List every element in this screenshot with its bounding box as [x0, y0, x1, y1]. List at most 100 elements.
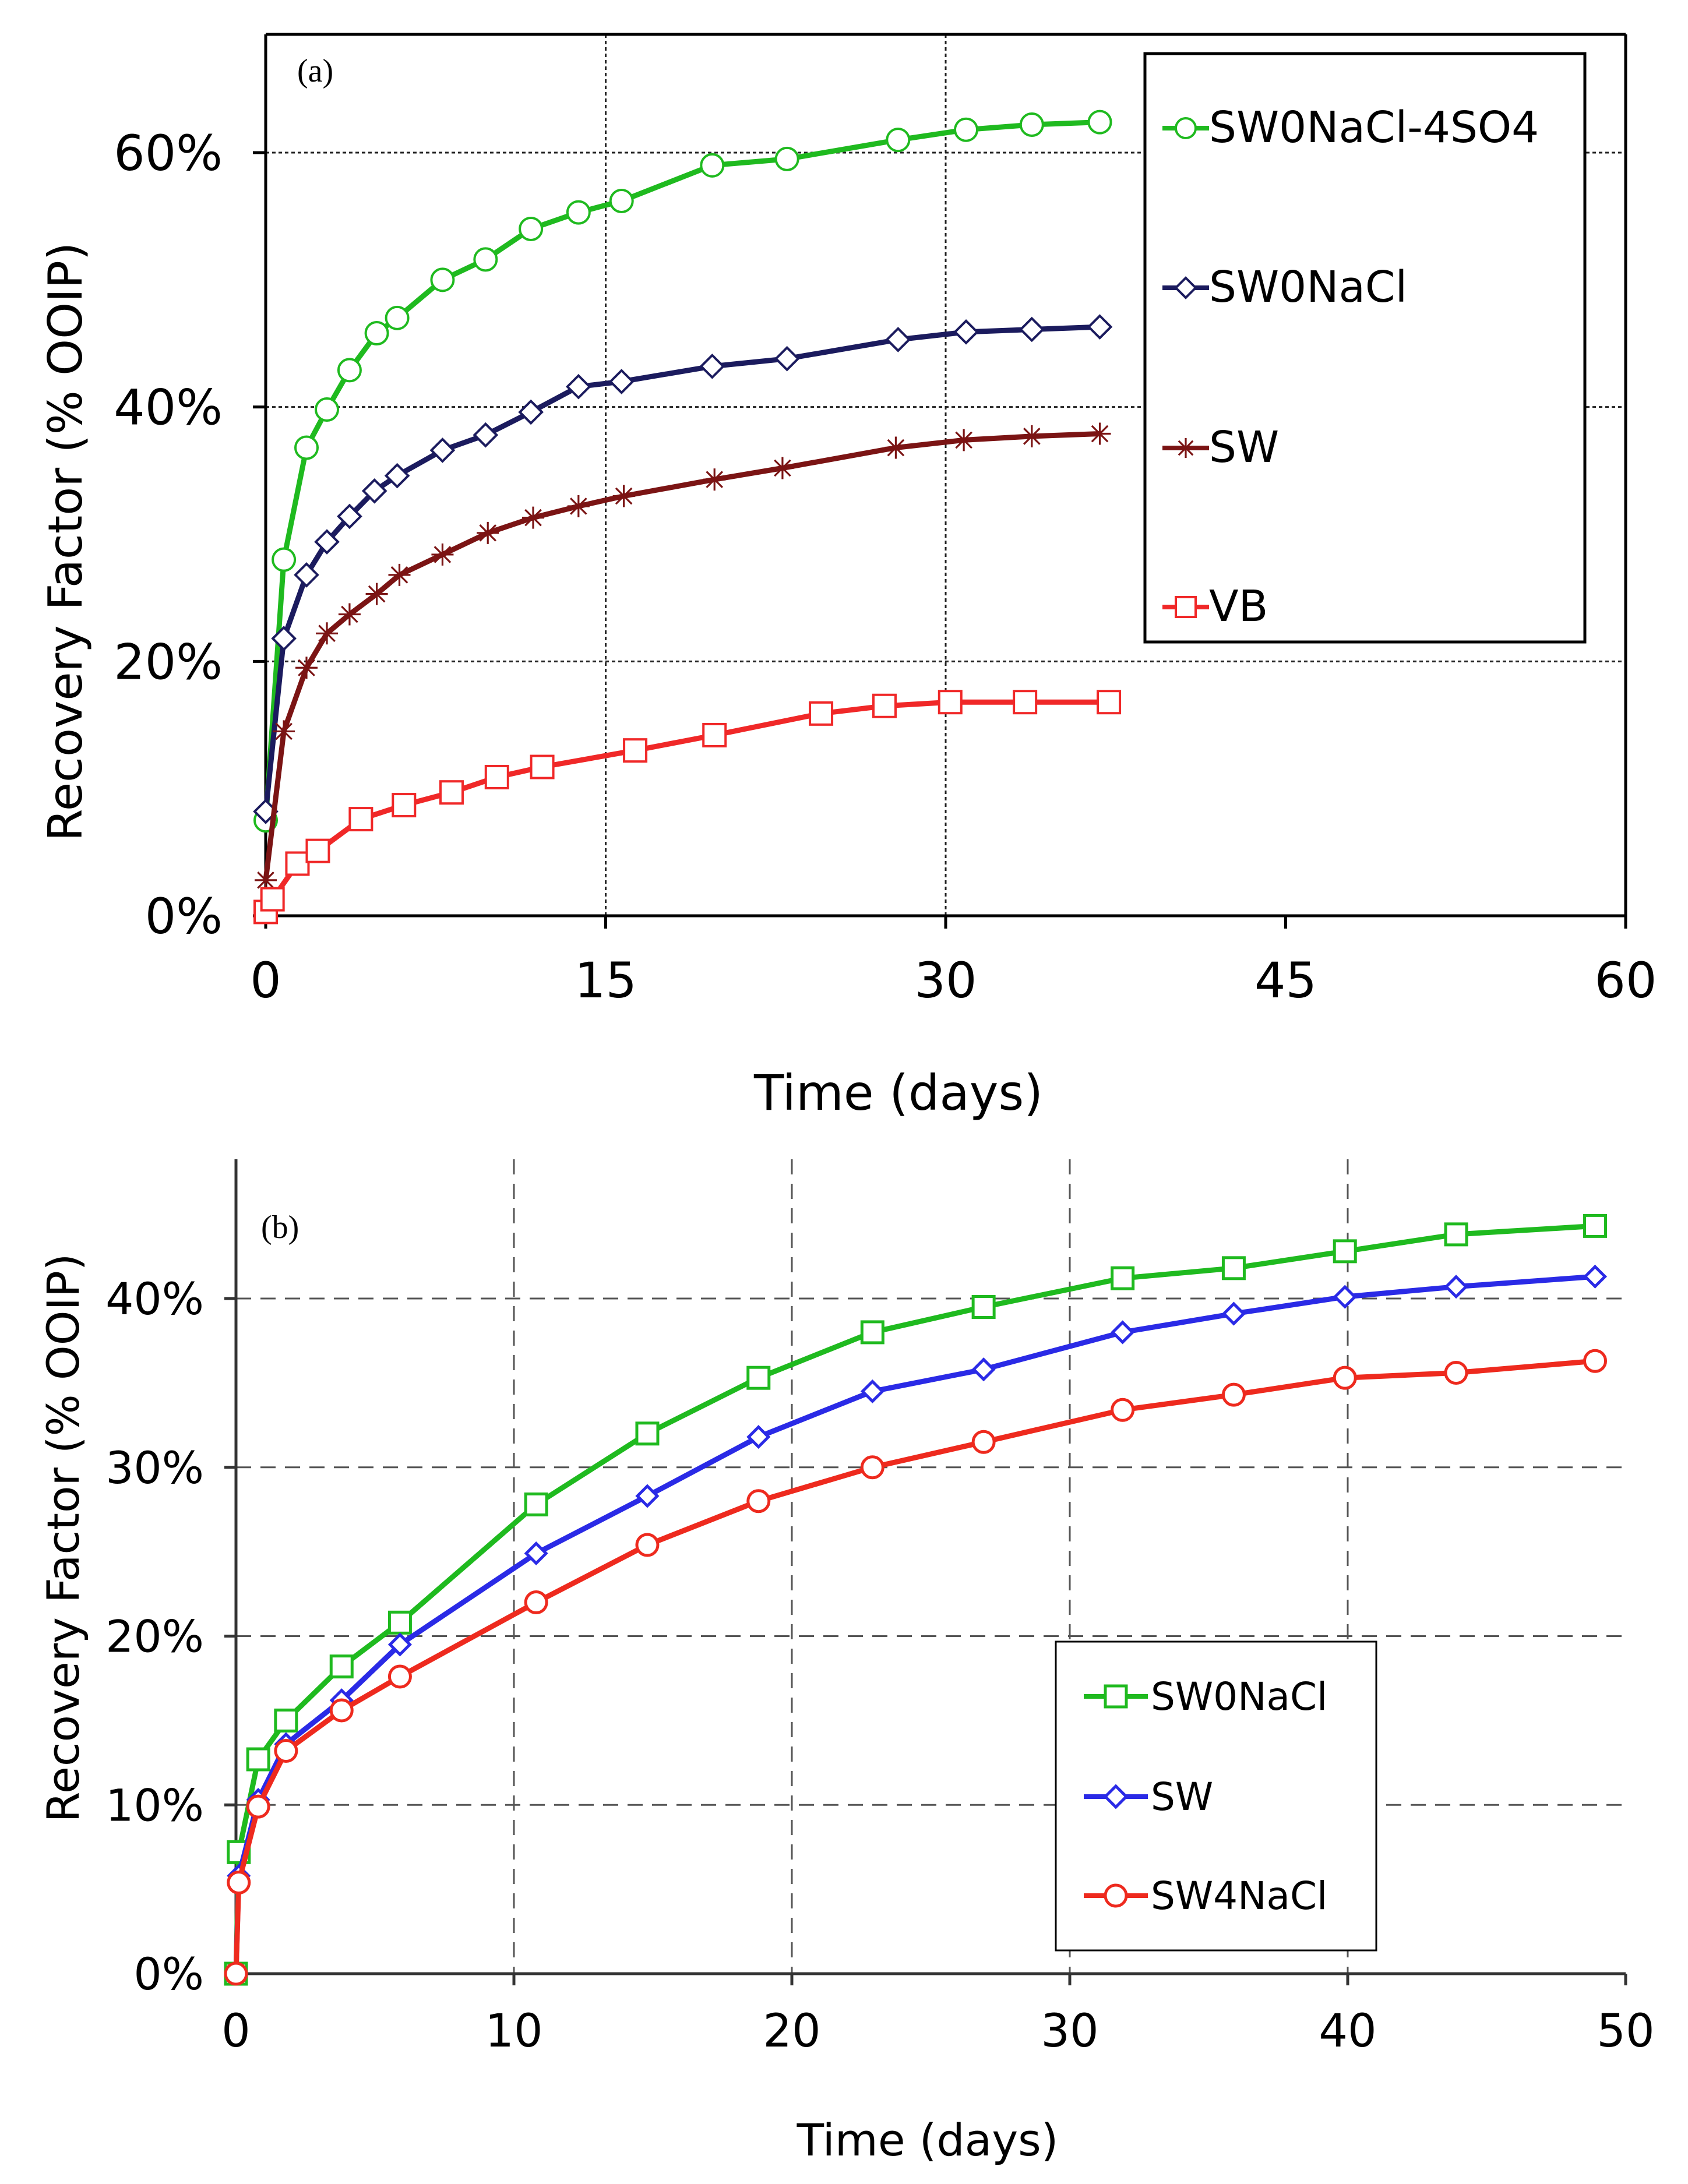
x-tick-label: 0 — [250, 952, 281, 1009]
x-tick-label: 15 — [575, 952, 637, 1009]
data-point — [872, 693, 897, 718]
data-point — [1020, 425, 1043, 447]
data-point — [1221, 1301, 1246, 1326]
data-point — [703, 468, 726, 491]
y-tick-label: 20% — [114, 633, 223, 690]
data-point — [314, 529, 340, 555]
data-point — [260, 887, 285, 912]
data-point — [860, 1320, 884, 1345]
series-vb — [253, 690, 1122, 925]
y-axis-label-a: Recovery Factor (% OOIP) — [38, 242, 93, 841]
data-point — [1221, 1256, 1246, 1280]
series-line-sw — [233, 1273, 1598, 1977]
data-point — [1111, 1398, 1135, 1422]
series-sw0nacl — [224, 1213, 1608, 1986]
data-point — [954, 117, 979, 142]
data-point — [612, 485, 635, 507]
axes-b — [224, 1159, 1627, 1985]
series-sw0nacl — [253, 314, 1113, 824]
data-point — [518, 399, 544, 425]
data-point — [316, 622, 339, 645]
series-line-sw4nacl — [233, 1358, 1598, 1977]
data-point — [971, 1430, 996, 1454]
data-point — [315, 397, 340, 422]
data-point — [609, 188, 634, 213]
panel-label-b: (b) — [261, 1209, 299, 1246]
data-point — [702, 722, 727, 747]
data-point — [1333, 1285, 1357, 1309]
data-point — [519, 217, 544, 241]
legend-b: SW0NaCl SW SW4NaCl — [1055, 1640, 1377, 1952]
data-point — [746, 1425, 771, 1449]
data-point — [272, 547, 297, 572]
data-point — [385, 305, 410, 330]
data-point — [1087, 110, 1112, 135]
x-tick-label: 10 — [485, 2005, 542, 2058]
data-point — [953, 429, 975, 451]
data-point — [1019, 112, 1044, 137]
panel-label-a: (a) — [297, 53, 333, 89]
y-tick-label: 40% — [105, 1273, 204, 1325]
x-tick-label: 20 — [763, 2005, 820, 2058]
chart-panel-b: SW0NaCl SW SW4NaCl 0 10 20 30 40 50 0% 10% 20% 30… — [37, 1159, 1655, 2166]
data-point — [384, 463, 410, 489]
y-axis-label-b: Recovery Factor (% OOIP) — [37, 1254, 89, 1823]
data-point — [524, 1492, 548, 1516]
legend-marker-sw — [1103, 1784, 1129, 1809]
data-point — [364, 321, 389, 346]
data-point — [392, 793, 417, 818]
data-point — [1111, 1320, 1135, 1345]
legend-a: SW0NaCl-4SO4 SW0NaCl SW VB — [1143, 52, 1587, 644]
data-point — [387, 1632, 412, 1657]
series-line-sw0nacl — [233, 1223, 1598, 1977]
legend-label-b-sw: SW — [1151, 1774, 1213, 1819]
y-tick-label: 10% — [105, 1779, 204, 1831]
data-point — [971, 1294, 996, 1319]
series-sw — [255, 422, 1111, 891]
data-point — [774, 146, 799, 171]
data-point — [361, 478, 387, 504]
data-point — [271, 626, 297, 651]
data-point — [700, 153, 725, 178]
y-tick-label: 20% — [105, 1611, 204, 1663]
data-point — [227, 1871, 251, 1895]
tick-labels-b: 0 10 20 30 40 50 0% 10% 20% 30% 40% — [105, 1273, 1655, 2058]
legend-box-a — [1143, 52, 1587, 644]
data-point — [635, 1533, 660, 1557]
data-point — [746, 1489, 771, 1513]
data-point — [338, 603, 361, 626]
data-point — [1221, 1382, 1246, 1407]
legend-label-a-sw0nacl: SW0NaCl — [1209, 262, 1407, 312]
data-point — [274, 1708, 298, 1733]
data-point — [635, 1421, 660, 1446]
series-b — [224, 1213, 1608, 1986]
data-point — [255, 869, 277, 891]
data-point — [635, 1484, 660, 1508]
data-point — [439, 780, 464, 805]
data-point — [771, 457, 794, 479]
data-point — [530, 754, 555, 779]
y-tick-label: 30% — [105, 1442, 204, 1494]
data-point — [365, 583, 388, 605]
data-point — [860, 1379, 884, 1403]
data-point — [1111, 1266, 1135, 1290]
data-point — [295, 657, 318, 679]
x-tick-label: 50 — [1597, 2005, 1654, 2058]
data-point — [246, 1747, 270, 1772]
legend-marker-sw — [1176, 438, 1196, 458]
data-point — [477, 521, 499, 544]
data-point — [329, 1698, 354, 1723]
chart-panel-a: 0 15 30 45 60 0% 20% 40% 60% (a) Time (days) Rec… — [38, 33, 1657, 1121]
data-point — [608, 369, 635, 394]
gridlines-a — [266, 34, 1626, 916]
data-point — [953, 319, 979, 345]
legend-label-a-vb: VB — [1209, 581, 1268, 631]
series-sw0nacl-4so4 — [253, 110, 1112, 833]
data-point — [294, 562, 319, 588]
y-tick-label: 0% — [133, 1948, 204, 2000]
data-point — [1444, 1222, 1468, 1247]
data-point — [565, 373, 591, 400]
data-point — [224, 1961, 248, 1986]
data-point — [285, 851, 310, 876]
